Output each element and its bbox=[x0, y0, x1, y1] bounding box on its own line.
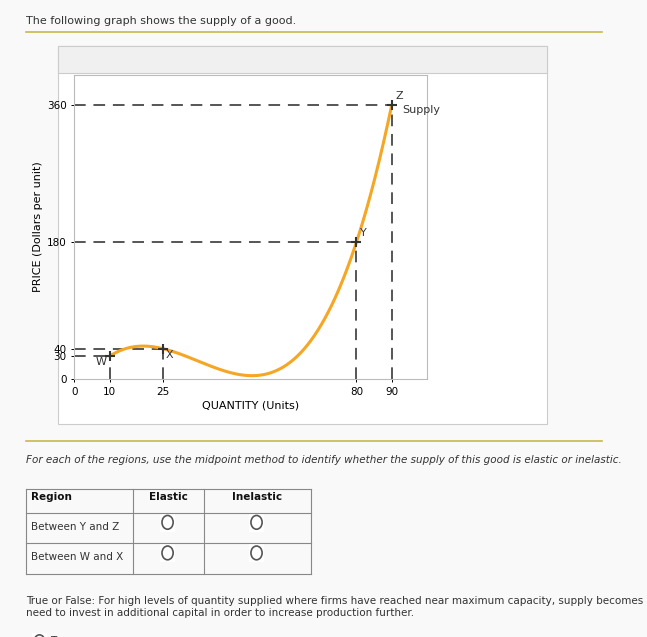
Text: Y: Y bbox=[360, 228, 367, 238]
Text: Region: Region bbox=[31, 492, 72, 502]
Text: W: W bbox=[96, 357, 107, 368]
Text: For each of the regions, use the midpoint method to identify whether the supply : For each of the regions, use the midpoin… bbox=[26, 455, 622, 466]
Circle shape bbox=[523, 50, 542, 69]
Text: Elastic: Elastic bbox=[149, 492, 188, 502]
Text: Supply: Supply bbox=[402, 104, 441, 115]
Y-axis label: PRICE (Dollars per unit): PRICE (Dollars per unit) bbox=[33, 161, 43, 292]
Text: Z: Z bbox=[395, 91, 403, 101]
Text: Between Y and Z: Between Y and Z bbox=[31, 522, 119, 532]
Text: X: X bbox=[166, 350, 173, 360]
Text: Between W and X: Between W and X bbox=[31, 552, 124, 562]
Text: True or False: For high levels of quantity supplied where firms have reached nea: True or False: For high levels of quanti… bbox=[26, 596, 647, 618]
Text: Inelastic: Inelastic bbox=[232, 492, 282, 502]
Text: ?: ? bbox=[529, 53, 536, 66]
X-axis label: QUANTITY (Units): QUANTITY (Units) bbox=[202, 401, 300, 411]
Text: The following graph shows the supply of a good.: The following graph shows the supply of … bbox=[26, 16, 296, 26]
